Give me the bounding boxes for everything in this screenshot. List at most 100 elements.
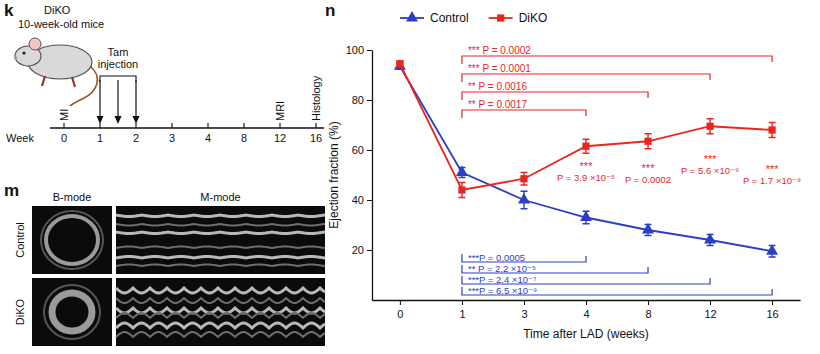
x-tick-mark: [524, 300, 525, 305]
legend-marker: [406, 11, 418, 21]
timeline-tick: [63, 123, 64, 128]
timeline-tick: [279, 123, 280, 128]
x-tick: 1: [459, 300, 465, 320]
y-tick: 100: [346, 44, 372, 56]
annotations: *** P = 0.0002*** P = 0.0001** P = 0.001…: [462, 45, 801, 296]
y-tick-label: 20: [352, 244, 364, 256]
x-axis: 0 1 3 4 8 12 16: [373, 300, 801, 320]
timeline-tick: [171, 123, 172, 128]
error-bar: [707, 119, 714, 134]
mmode-band: [116, 215, 325, 217]
mouse-eye: [22, 51, 25, 54]
bracket-label: ***P = 6.5 ×10⁻⁹: [468, 285, 537, 296]
x-tick: 3: [521, 300, 527, 320]
y-tick: 40: [352, 194, 372, 206]
bmode-outer: [41, 211, 103, 269]
marker: [768, 126, 775, 133]
mmode-band: [116, 313, 325, 318]
y-tick-mark: [367, 200, 372, 201]
mouse-ear: [29, 38, 41, 50]
week-label: 12: [274, 132, 286, 144]
timeline-axis: [50, 127, 324, 128]
bracket-label: ** P = 2.2 ×10⁻⁵: [468, 263, 536, 274]
y-tick-label: 60: [352, 144, 364, 156]
x-axis-title: Time after LAD (weeks): [523, 327, 649, 341]
event-label: Histology: [310, 75, 322, 121]
y-axis-line: [372, 51, 373, 301]
marker: [704, 233, 716, 243]
bracket-label: ***P = 0.0005: [468, 252, 525, 263]
mmode-image: [116, 206, 325, 274]
mmode-band: [116, 288, 325, 293]
panel-n: n 0 1 3 4 8 12 16 20 40 60 80 100 Ejection fraction (…: [325, 1, 801, 341]
panel-m: mB-modeM-modeControlDiKO: [4, 181, 325, 346]
x-tick: 0: [397, 300, 403, 320]
mmode-band: [116, 257, 325, 259]
timeline-tick: [315, 123, 316, 128]
x-tick-label: 12: [704, 308, 716, 320]
event-label: MRI: [274, 101, 286, 121]
mmode-image: [116, 278, 325, 346]
marker: [518, 193, 530, 203]
mmode-band: [116, 247, 325, 249]
timeline-tick: [243, 123, 244, 128]
bracket-label: ** P = 0.0016: [468, 81, 527, 92]
figure: kDiKO10-week-old mice0123481216WeekTamin…: [0, 0, 820, 354]
bracket-label: ** P = 0.0017: [468, 99, 527, 110]
x-tick-mark: [462, 300, 463, 305]
column-header: B-mode: [53, 191, 92, 203]
x-tick-label: 16: [766, 308, 778, 320]
marker: [456, 166, 468, 176]
pointwise-stars: ***: [704, 153, 718, 165]
legend: Control DiKO: [400, 11, 547, 25]
series-line: [400, 66, 772, 251]
y-axis-title: Ejection fraction (%): [327, 121, 341, 228]
bmode-image: [32, 206, 112, 274]
mouse: [14, 38, 98, 106]
schematic-subtitle: 10-week-old mice: [18, 18, 104, 30]
week-label: 4: [205, 132, 211, 144]
y-tick: 20: [352, 244, 372, 256]
y-axis: 20 40 60 80 100: [346, 44, 373, 300]
pointwise-label: P = 1.7 ×10⁻⁹: [743, 175, 801, 186]
pointwise-stars: ***: [642, 162, 656, 174]
error-bar: [769, 123, 776, 138]
row-label: Control: [14, 222, 26, 257]
x-tick-mark: [400, 300, 401, 305]
panel-label: m: [4, 181, 19, 200]
marker: [706, 123, 713, 130]
plot-area: [394, 59, 778, 257]
error-bar: [583, 139, 590, 153]
x-tick-label: 8: [645, 308, 651, 320]
week-label: 3: [169, 132, 175, 144]
marker: [394, 59, 406, 69]
x-tick-mark: [772, 300, 773, 305]
series-0: [394, 59, 778, 257]
week-label: 8: [241, 132, 247, 144]
y-tick-label: 80: [352, 94, 364, 106]
legend-item: Control: [400, 11, 469, 25]
x-tick: 4: [583, 300, 589, 320]
week-label: 0: [61, 132, 67, 144]
event-label: MI: [58, 109, 70, 121]
bracket-label: *** P = 0.0002: [468, 45, 531, 56]
y-tick: 60: [352, 144, 372, 156]
injection-arrow: [135, 80, 136, 120]
error-bar: [645, 134, 652, 149]
significance-bracket: [462, 110, 586, 118]
marker: [644, 138, 651, 145]
bmode-wall: [46, 216, 98, 264]
panel-label: n: [325, 1, 335, 20]
marker: [582, 143, 589, 150]
x-tick: 16: [766, 300, 778, 320]
error-bar: [520, 173, 527, 186]
mouse-nose: [14, 56, 18, 60]
injection-label: injection: [98, 58, 138, 70]
legend-item: DiKO: [489, 11, 548, 25]
y-tick-mark: [367, 150, 372, 151]
injection-arrow: [99, 80, 100, 120]
pointwise-label: P = 5.6 ×10⁻⁹: [681, 165, 739, 176]
marker: [642, 223, 654, 233]
panel-label: k: [4, 1, 14, 20]
error-bar: [458, 183, 465, 198]
